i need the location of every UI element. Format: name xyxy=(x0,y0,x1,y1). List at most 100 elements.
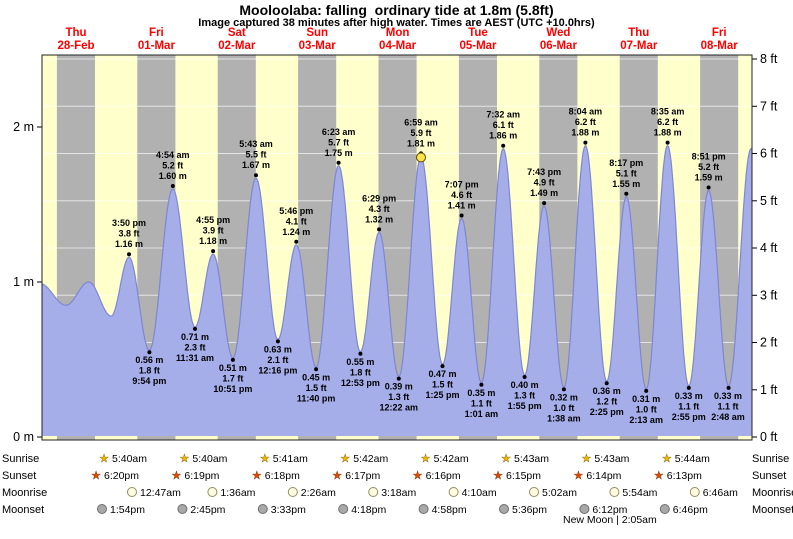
tide-annotation-low-time: 1:55 pm xyxy=(508,401,542,411)
tide-annotation-high-time: 6:23 am xyxy=(322,127,356,137)
right-axis-label: 6 ft xyxy=(760,147,778,161)
tide-annotation-low-time: 10:51 pm xyxy=(213,384,252,394)
tide-point xyxy=(294,239,299,244)
astro-time: 6:14pm xyxy=(586,470,621,482)
moonrise-icon xyxy=(207,487,218,497)
right-axis-label: 2 ft xyxy=(760,336,778,350)
tide-annotation-low-m: 0.45 m xyxy=(302,372,330,382)
tide-annotation-high-time: 8:51 pm xyxy=(692,152,726,162)
astro-time: 6:46pm xyxy=(673,504,708,516)
sunrise-icon: ★ xyxy=(581,453,591,465)
right-axis-label: 7 ft xyxy=(760,99,778,113)
left-axis-label: 2 m xyxy=(13,120,34,134)
day-label-name: Thu xyxy=(65,27,86,39)
right-axis-label: 1 ft xyxy=(760,383,778,397)
tide-point xyxy=(314,367,319,372)
tide-annotation-low-time: 2:55 pm xyxy=(672,412,706,422)
tide-annotation-high-ft: 4.9 ft xyxy=(534,178,555,188)
sunset-icon: ★ xyxy=(573,470,583,482)
tide-point xyxy=(336,160,341,165)
tide-point xyxy=(459,213,464,218)
left-axis-label: 1 m xyxy=(13,275,34,289)
tide-point xyxy=(583,140,588,145)
tide-point xyxy=(665,140,670,145)
tide-annotation-high-ft: 4.1 ft xyxy=(286,216,307,226)
astro-time: 5:54am xyxy=(622,487,657,499)
tide-point xyxy=(377,227,382,232)
sunset-icon: ★ xyxy=(91,470,101,482)
sunset-icon: ★ xyxy=(171,470,181,482)
tide-annotation-low-m: 0.33 m xyxy=(675,391,703,401)
moonset-icon xyxy=(579,504,590,514)
astro-time: 6:15pm xyxy=(506,470,541,482)
astro-time: 5:02am xyxy=(542,487,577,499)
tide-annotation-low-m: 0.56 m xyxy=(135,355,163,365)
tide-annotation-high-m: 1.49 m xyxy=(530,188,558,198)
moonset-icon xyxy=(257,504,268,514)
tide-annotation-low-ft: 1.1 ft xyxy=(678,401,699,411)
tide-annotation-low-m: 0.40 m xyxy=(511,380,539,390)
sunrise-icon: ★ xyxy=(501,453,511,465)
day-label-name: Sat xyxy=(228,27,246,39)
moonrise-icon xyxy=(287,487,298,497)
tide-annotation-high-m: 1.24 m xyxy=(282,227,310,237)
day-label-name: Wed xyxy=(546,27,570,39)
sunrise-icon: ★ xyxy=(99,453,109,465)
moonrise-icon xyxy=(609,487,620,497)
sunrise-icon: ★ xyxy=(260,453,270,465)
tide-point xyxy=(706,185,711,190)
astro-time: 5:44am xyxy=(675,453,710,465)
new-moon-label: New Moon | 2:05am xyxy=(563,514,657,526)
astro-time: 6:46am xyxy=(703,487,738,499)
tide-point xyxy=(522,375,527,379)
day-label-name: Fri xyxy=(149,27,164,39)
astro-time: 3:33pm xyxy=(271,504,306,516)
moonset-icon xyxy=(659,504,670,514)
tide-annotation-high-ft: 5.2 ft xyxy=(698,162,719,172)
right-axis-label: 0 ft xyxy=(760,430,778,444)
astro-time: 2:45pm xyxy=(190,504,225,516)
astro-time: 5:41am xyxy=(273,453,308,465)
tide-annotation-high-ft: 6.2 ft xyxy=(657,117,678,127)
tide-annotation-low-ft: 1.0 ft xyxy=(636,404,657,414)
tide-annotation-high-m: 1.60 m xyxy=(159,171,187,181)
tide-annotation-high-ft: 3.8 ft xyxy=(118,229,139,239)
day-label-date: 08-Mar xyxy=(701,40,739,52)
tide-annotation-high-m: 1.41 m xyxy=(448,201,476,211)
tide-annotation-high-ft: 6.1 ft xyxy=(493,120,514,130)
tide-area xyxy=(42,145,752,436)
day-label-date: 01-Mar xyxy=(138,40,176,52)
astro-time: 6:17pm xyxy=(345,470,380,482)
day-label-name: Thu xyxy=(628,27,649,39)
astro-time: 1:54pm xyxy=(110,504,145,516)
right-axis-label: 3 ft xyxy=(760,288,778,302)
tide-annotation-high-time: 7:32 am xyxy=(486,110,520,120)
tide-point xyxy=(479,382,484,387)
tide-annotation-low-ft: 2.1 ft xyxy=(267,355,288,365)
sunset-icon: ★ xyxy=(413,470,423,482)
tide-annotation-low-time: 9:54 pm xyxy=(132,376,166,386)
day-label-date: 07-Mar xyxy=(620,40,658,52)
astro-time: 6:19pm xyxy=(184,470,219,482)
tide-annotation-low-time: 1:01 am xyxy=(465,409,499,419)
tide-annotation-low-time: 1:25 pm xyxy=(425,390,459,400)
tide-annotation-high-time: 5:46 pm xyxy=(279,206,313,216)
tide-annotation-high-m: 1.18 m xyxy=(199,236,227,246)
astro-time: 5:43am xyxy=(594,453,629,465)
tide-annotation-low-ft: 1.5 ft xyxy=(432,380,453,390)
astro-time: 5:40am xyxy=(112,453,147,465)
tide-point xyxy=(726,385,731,390)
current-time-marker xyxy=(416,152,426,163)
day-label-date: 28-Feb xyxy=(57,40,94,52)
sunset-icon: ★ xyxy=(654,470,664,482)
astro-time: 6:18pm xyxy=(265,470,300,482)
tide-annotation-low-time: 12:22 am xyxy=(380,403,419,413)
sunset-icon: ★ xyxy=(252,470,262,482)
sunrise-icon: ★ xyxy=(662,453,672,465)
tide-annotation-low-m: 0.32 m xyxy=(550,392,578,402)
tide-annotation-low-ft: 1.0 ft xyxy=(553,403,574,413)
tide-annotation-low-ft: 1.8 ft xyxy=(350,367,371,377)
sunrise-icon: ★ xyxy=(179,453,189,465)
